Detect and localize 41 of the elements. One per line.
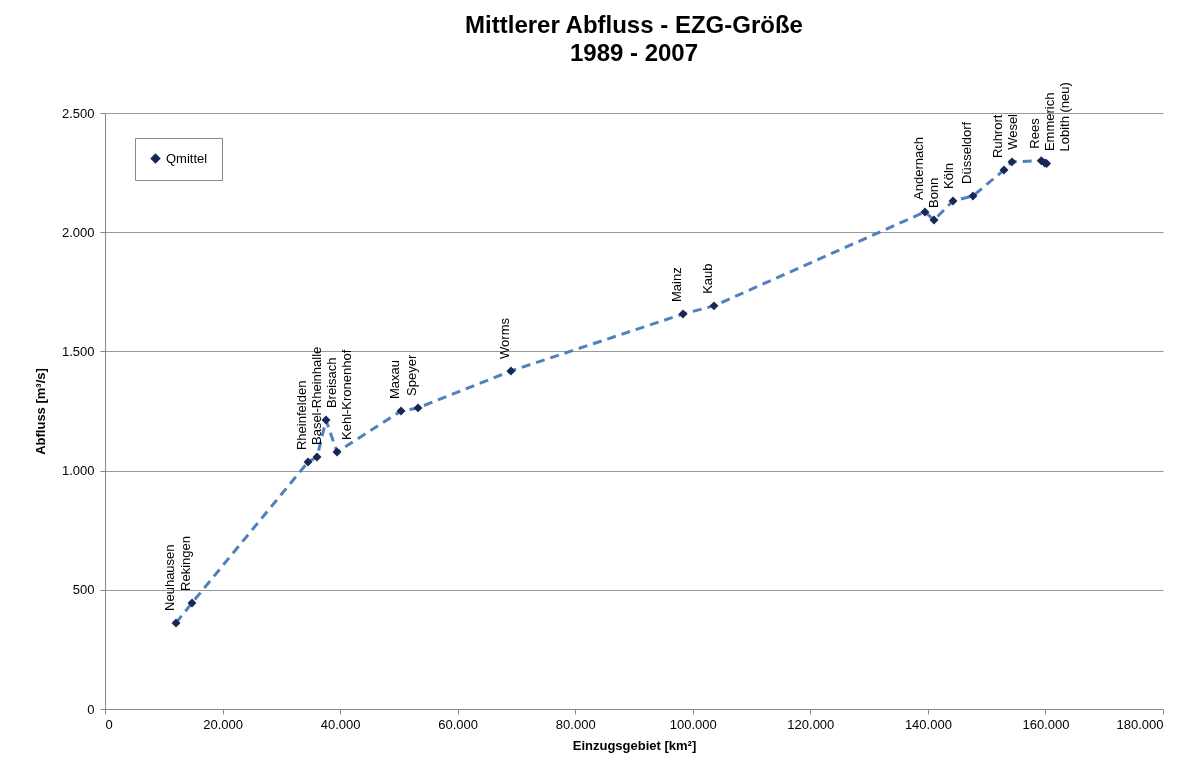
y-tick-label: 1.500	[61, 343, 95, 359]
x-tick-label: 180.000	[1116, 716, 1164, 732]
annotation: Kehl-Kronenhof	[339, 349, 355, 440]
annotation: Rheinfelden	[294, 380, 310, 451]
annotation: Basel-Rheinhalle	[309, 346, 325, 446]
x-axis-title: Einzugsgebiet [km²]	[572, 737, 697, 753]
x-tick-label: 100.000	[669, 716, 717, 732]
annotation: Emmerich	[1042, 92, 1058, 152]
annotation: Kaub	[700, 263, 715, 294]
annotation: Köln	[940, 162, 956, 189]
x-tick-label: 160.000	[1022, 716, 1070, 732]
x-tick-label: 0	[105, 716, 113, 732]
x-tick-label: 120.000	[787, 716, 835, 732]
annotation: Rees	[1027, 117, 1043, 149]
x-tick-label: 140.000	[904, 716, 952, 732]
annotation: Bonn	[925, 177, 941, 209]
y-tick-label: 1.000	[61, 463, 95, 479]
annotation: Breisach	[324, 357, 340, 409]
annotation: Ruhrort	[990, 114, 1006, 158]
annotation: Wesel	[1005, 113, 1021, 150]
x-tick-label: 80.000	[555, 716, 596, 732]
chart-title: Mittlerer Abfluss - EZG-Größe	[465, 11, 803, 39]
y-tick-label: 2.500	[61, 105, 95, 121]
annotation: Rekingen	[177, 535, 193, 591]
annotation: Andernach	[910, 137, 926, 200]
annotation: Maxau	[387, 359, 402, 399]
y-tick-label: 500	[72, 582, 95, 598]
annotation: Neuhausen	[162, 544, 177, 611]
annotation: Lobith (neu)	[1057, 82, 1073, 152]
x-tick-label: 40.000	[320, 716, 361, 732]
annotation: Speyer	[403, 354, 419, 396]
x-tick-label: 20.000	[203, 716, 243, 732]
y-axis-title: Abfluss [m³/s]	[32, 368, 48, 455]
annotation: Mainz	[669, 267, 685, 302]
y-tick-label: 2.000	[61, 224, 95, 240]
y-tick-label: 0	[87, 701, 95, 717]
annotation: Düsseldorf	[958, 121, 974, 184]
annotation: Worms	[496, 317, 512, 359]
x-tick-label: 60.000	[438, 716, 479, 732]
legend-label: Qmittel	[166, 150, 208, 166]
chart-subtitle: 1989 - 2007	[569, 39, 699, 67]
